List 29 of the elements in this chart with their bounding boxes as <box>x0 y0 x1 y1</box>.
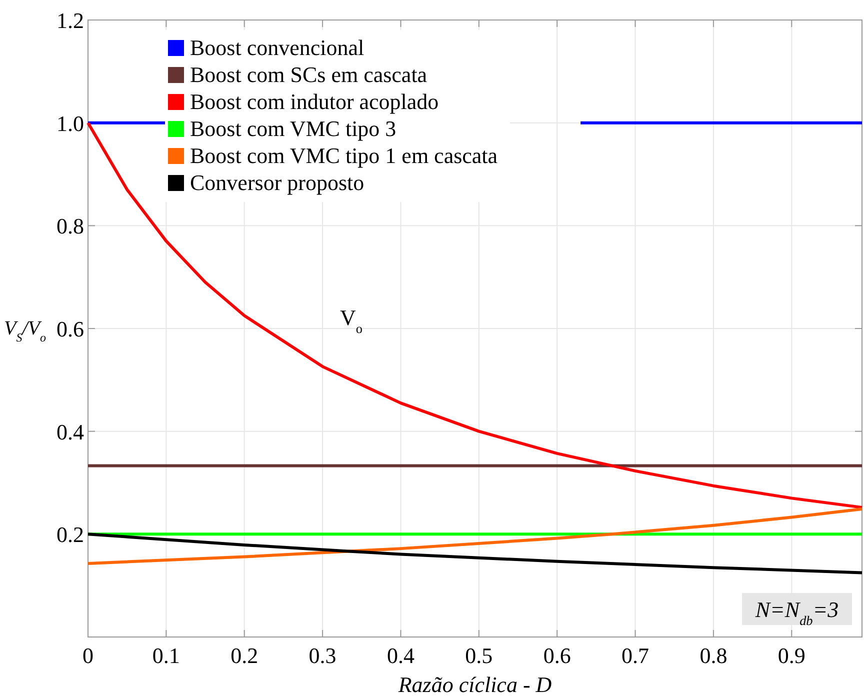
y-tick-label: 0.6 <box>56 316 84 342</box>
y-tick-label: 1.2 <box>56 8 84 33</box>
x-tick-label: 0.2 <box>230 643 258 668</box>
x-tick-label: 0.3 <box>308 643 336 668</box>
y-tick-label: 0.4 <box>56 419 84 444</box>
x-tick-label: 0.6 <box>543 643 571 668</box>
legend-label: Conversor proposto <box>190 170 364 195</box>
x-tick-label: 0.4 <box>386 643 414 668</box>
x-tick-label: 0 <box>82 643 94 668</box>
line-series <box>86 507 864 565</box>
legend-label: Boost com VMC tipo 3 <box>190 116 396 141</box>
y-tick-label: 0.2 <box>56 522 84 548</box>
annotation: N=N$_{db}$=3 <box>754 597 839 628</box>
x-tick-label: 0.5 <box>465 643 493 668</box>
x-tick-label: 0.7 <box>622 643 650 668</box>
legend-label: Boost com indutor acoplado <box>190 89 439 114</box>
x-tick-label: 0.8 <box>700 643 728 668</box>
legend-label: Boost com SCs em cascata <box>190 62 428 87</box>
y-tick-label: 0.8 <box>56 214 84 239</box>
line-series <box>86 121 864 509</box>
x-tick-label: 0.1 <box>152 643 180 668</box>
y-tick-label: 1.0 <box>56 110 84 136</box>
annotation: V$_{o}$ <box>340 305 363 336</box>
line-series <box>86 532 864 574</box>
y-axis-title: V$_{S}$/V$_{o}$ <box>4 318 46 344</box>
x-axis-title: Razão cíclica - D <box>397 672 552 696</box>
legend-label: Boost convencional <box>190 35 364 60</box>
x-tick-label: 0.9 <box>778 643 806 668</box>
legend-label: Boost com VMC tipo 1 em cascata <box>190 143 498 168</box>
